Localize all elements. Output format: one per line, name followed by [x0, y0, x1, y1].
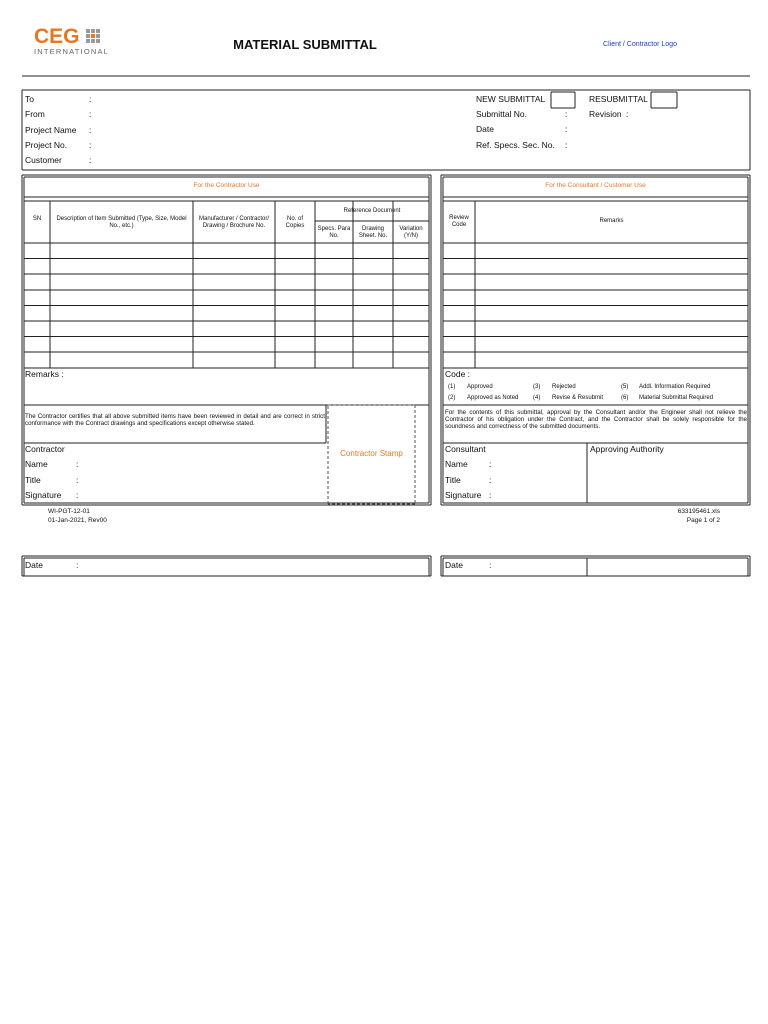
separator: :	[89, 124, 92, 135]
separator: :	[89, 94, 92, 104]
logo-icon	[86, 29, 100, 43]
client-logo: Client / Contractor Logo	[603, 41, 677, 48]
field-label: To	[25, 94, 34, 104]
code-number: (1)	[448, 384, 456, 390]
field-label: RESUBMITTAL	[589, 94, 648, 104]
field-label: Submittal No.	[476, 109, 528, 119]
code-number: (3)	[533, 384, 541, 390]
separator: :	[76, 490, 79, 500]
separator: :	[489, 560, 492, 570]
column-header: Reference Document	[343, 208, 401, 214]
code-text: Material Submittal Required	[639, 395, 714, 401]
separator: :	[565, 139, 568, 150]
separator: :	[489, 474, 492, 485]
logo-text: CEG	[34, 25, 80, 48]
column-header: Drawing Sheet. No.	[358, 226, 388, 239]
table-heading: For the Consultant / Customer Use	[545, 182, 646, 189]
separator: :	[89, 109, 92, 120]
separator: :	[565, 109, 568, 119]
separator: :	[76, 560, 79, 570]
table-heading: For the Contractor Use	[193, 182, 260, 189]
column-header: SN	[32, 216, 42, 222]
sign-title: Approving Authority	[590, 444, 664, 454]
code-number: (5)	[621, 384, 629, 390]
column-header: Manufacturer / Contractor/ Drawing / Bro…	[198, 216, 270, 229]
separator: :	[626, 109, 629, 119]
field-label: Project Name	[25, 124, 77, 135]
separator: :	[76, 474, 79, 485]
field-label: Date	[25, 560, 43, 570]
separator: :	[89, 155, 92, 166]
field-label: Name	[25, 459, 48, 469]
field-label: Project No.	[25, 139, 68, 150]
separator: :	[489, 490, 492, 500]
sign-title: Contractor	[25, 444, 65, 454]
field-label: Name	[445, 459, 468, 469]
consultant-note: For the contents of this submittal, appr…	[445, 409, 747, 431]
field-label: Customer	[25, 155, 62, 166]
column-header: Review Code	[449, 215, 469, 228]
code-label: Code :	[445, 369, 471, 379]
column-header: Variation (Y/N)	[399, 226, 423, 239]
field-label: Date	[445, 560, 463, 570]
column-header: No. of Copies	[285, 216, 305, 229]
form-revision: 01-Jan-2021, Rev00	[48, 517, 107, 524]
certification: The Contractor certifies that all above …	[25, 413, 325, 428]
field-label: Title	[445, 474, 461, 485]
code-text: Approved	[467, 384, 493, 390]
code-text: Revise & Resubmit	[552, 395, 604, 401]
field-label: NEW SUBMITTAL	[476, 94, 546, 104]
separator: :	[89, 139, 92, 150]
column-header: Remarks	[599, 218, 624, 224]
field-label: Signature	[25, 490, 62, 500]
column-header: Description of Item Submitted (Type, Siz…	[56, 216, 187, 229]
field-label: From	[25, 109, 45, 120]
form-number: WI-PGT-12-01	[48, 508, 90, 515]
code-number: (6)	[621, 395, 629, 401]
remarks-label: Remarks :	[25, 369, 64, 379]
form-title: MATERIAL SUBMITTAL	[233, 37, 377, 52]
separator: :	[565, 124, 568, 135]
code-text: Approved as Noted	[467, 395, 519, 401]
field-label: Revision	[589, 109, 622, 119]
separator: :	[489, 459, 492, 469]
stamp-label: Contractor Stamp	[340, 449, 403, 458]
code-number: (2)	[448, 395, 456, 401]
code-number: (4)	[533, 395, 541, 401]
separator: :	[76, 459, 79, 469]
field-label: Ref. Specs. Sec. No.	[476, 139, 555, 150]
logo-subtext: INTERNATIONAL	[34, 47, 110, 56]
column-header: Specs. Para No.	[317, 226, 351, 239]
sign-title: Consultant	[445, 444, 486, 454]
code-text: Rejected	[552, 384, 576, 390]
page-number: Page 1 of 2	[686, 517, 720, 524]
field-label: Signature	[445, 490, 482, 500]
file-name: 633195461.xls	[677, 508, 720, 515]
code-text: Addl. Information Required	[639, 384, 711, 390]
field-label: Date	[476, 124, 494, 135]
field-label: Title	[25, 474, 41, 485]
